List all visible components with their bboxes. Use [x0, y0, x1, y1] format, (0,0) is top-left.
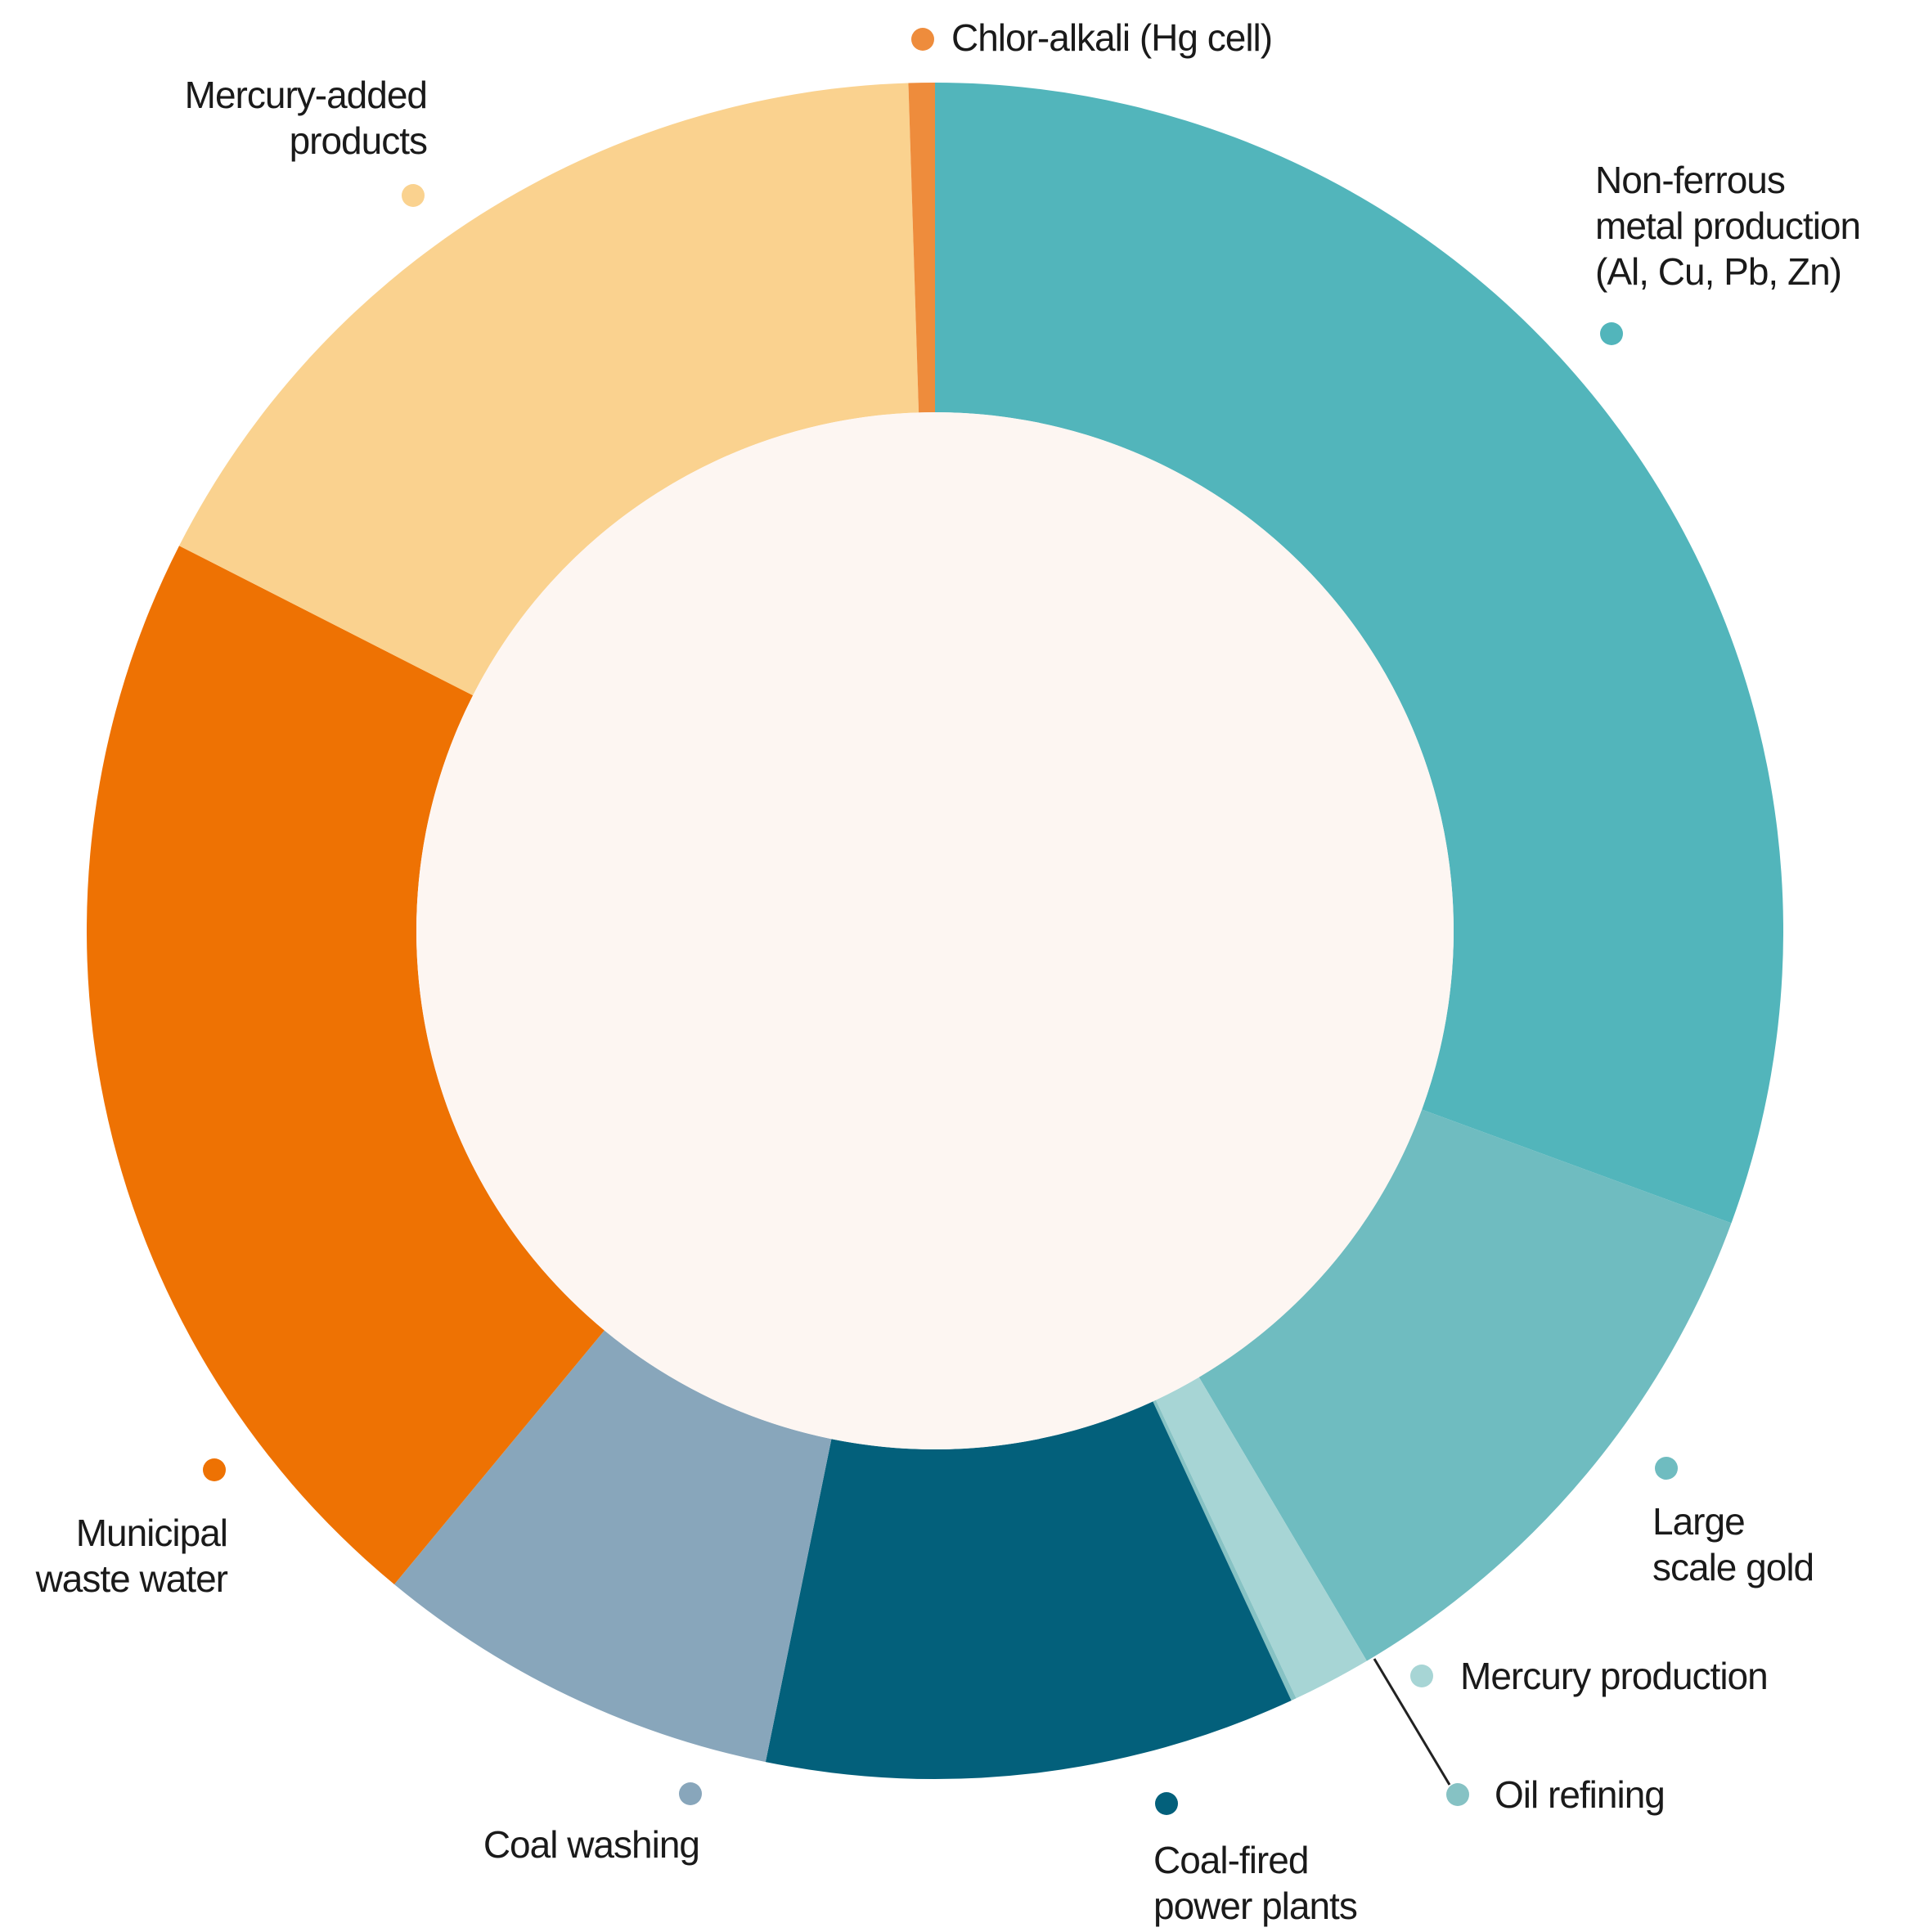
slice-label-products: Mercury-added	[185, 74, 427, 116]
slice-coalfired	[765, 1401, 1292, 1779]
slice-oil	[1153, 1400, 1297, 1701]
legend-dot-municipal	[203, 1458, 226, 1481]
legend-dot-hgprod	[1410, 1665, 1433, 1687]
slice-label-municipal: waste water	[35, 1557, 228, 1600]
donut-hole	[416, 412, 1454, 1449]
legend-dot-oil	[1446, 1783, 1469, 1806]
leader-lines	[1373, 1658, 1451, 1786]
slice-label-gold: Large	[1652, 1500, 1745, 1543]
legend-dot-products	[402, 184, 425, 207]
slice-label-nonferrous: (Al, Cu, Pb, Zn)	[1595, 250, 1841, 293]
slice-label-products: products	[290, 119, 427, 162]
slice-label-municipal: Municipal	[76, 1512, 227, 1554]
slice-label-oil: Oil refining	[1495, 1773, 1665, 1816]
slice-hgprod	[1155, 1377, 1367, 1699]
slice-label-coalfired: power plants	[1153, 1885, 1357, 1927]
slice-coalwash	[393, 1330, 832, 1763]
slice-gold	[1198, 1109, 1732, 1661]
slice-products	[179, 83, 919, 696]
slice-label-coalfired: Coal-fired	[1153, 1839, 1308, 1881]
legend-dot-chloralkali	[911, 28, 934, 51]
slice-nonferrous	[935, 83, 1783, 1224]
legend-dot-coalfired	[1155, 1792, 1178, 1815]
slice-label-chloralkali: Chlor-alkali (Hg cell)	[951, 16, 1272, 59]
legend-dot-coalwash	[679, 1782, 702, 1805]
legend-dot-gold	[1655, 1457, 1678, 1480]
slice-chloralkali	[908, 83, 935, 413]
slice-label-hgprod: Mercury production	[1460, 1655, 1768, 1697]
slice-municipal	[86, 546, 605, 1585]
slice-label-coalwash: Coal washing	[483, 1823, 699, 1866]
leader-line-oil	[1373, 1658, 1451, 1786]
slice-label-nonferrous: metal production	[1595, 204, 1860, 247]
slice-label-nonferrous: Non-ferrous	[1595, 159, 1785, 201]
slice-label-gold: scale gold	[1652, 1546, 1814, 1588]
legend-dot-nonferrous	[1600, 322, 1623, 345]
donut-slices	[86, 83, 1783, 1779]
